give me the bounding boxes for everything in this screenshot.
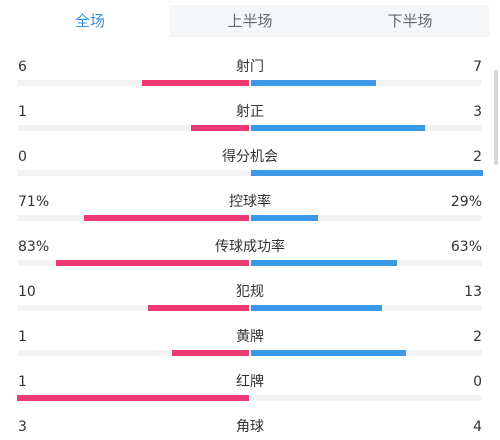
stat-label: 传球成功率 [215,239,285,255]
home-bar [56,260,249,266]
stat-label: 角球 [236,419,264,435]
stat-track [18,80,482,86]
stat-label: 射正 [236,104,264,120]
home-value: 83% [18,239,50,255]
stat-label: 犯规 [236,284,264,300]
stat-track [18,170,482,176]
away-value: 13 [464,284,482,300]
home-bar [191,125,249,131]
home-value: 10 [18,284,36,300]
stat-label: 红牌 [236,374,264,390]
away-value: 4 [473,419,482,435]
stat-row: 1 射正 3 [0,103,500,143]
stat-row: 83% 传球成功率 63% [0,238,500,278]
stat-track [18,350,482,356]
stat-row: 0 得分机会 2 [0,148,500,188]
away-value: 63% [450,239,482,255]
home-value: 0 [18,149,27,165]
stat-track [18,305,482,311]
away-bar [251,305,382,311]
home-bar [172,350,249,356]
stat-row: 3 角球 4 [0,418,500,440]
away-value: 7 [473,59,482,75]
away-bar [251,215,318,221]
scrollbar[interactable] [494,70,498,165]
stat-label: 黄牌 [236,329,264,345]
home-value: 1 [18,104,27,120]
home-bar [84,215,249,221]
away-bar [251,170,483,176]
home-bar [17,395,249,401]
stat-track [18,125,482,131]
away-value: 29% [450,194,482,210]
home-value: 6 [18,59,27,75]
home-value: 1 [18,374,27,390]
away-bar [251,125,425,131]
home-bar [148,305,249,311]
away-bar [251,350,406,356]
away-bar [251,80,376,86]
home-value: 3 [18,419,27,435]
home-value: 71% [18,194,50,210]
away-value: 3 [473,104,482,120]
stat-row: 6 射门 7 [0,58,500,98]
stat-row: 10 犯规 13 [0,283,500,323]
away-value: 0 [473,374,482,390]
tab-first-half[interactable]: 上半场 [227,12,273,30]
stat-label: 控球率 [229,194,271,210]
stat-track [18,215,482,221]
stat-track [18,395,482,401]
tab-second-half[interactable]: 下半场 [387,12,433,30]
stat-label: 得分机会 [222,149,278,165]
stat-row: 1 黄牌 2 [0,328,500,368]
home-bar [142,80,249,86]
period-tabs: 全场 上半场 下半场 [10,5,490,37]
stat-row: 71% 控球率 29% [0,193,500,233]
stat-row: 1 红牌 0 [0,373,500,413]
tab-full-match[interactable]: 全场 [10,5,170,37]
stat-label: 射门 [236,59,264,75]
stat-track [18,260,482,266]
home-value: 1 [18,329,27,345]
away-bar [251,260,397,266]
away-value: 2 [473,149,482,165]
away-value: 2 [473,329,482,345]
